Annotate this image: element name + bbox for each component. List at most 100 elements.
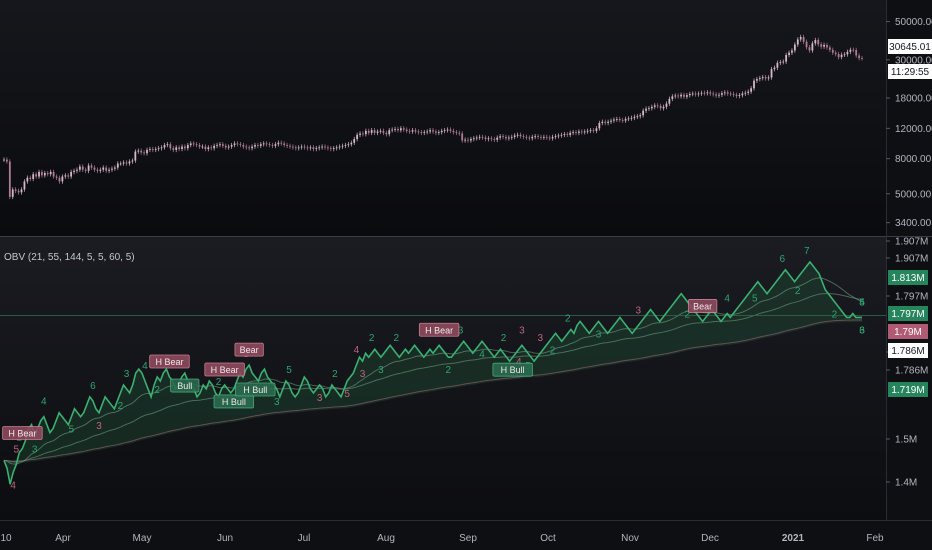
price-axis-pane[interactable] [886,0,932,520]
candle-body [324,146,326,148]
indicator-tick-label: 1.907M [895,237,928,248]
candle-body [382,130,385,133]
candle-body [618,118,621,121]
candle-body [113,167,116,169]
candle-body [548,137,551,139]
wave-label: 2 [795,286,801,297]
candle-body [429,130,431,132]
candle-body [146,149,148,154]
candle-body [55,176,58,178]
wave-label: 2 [118,401,124,412]
candle-body [227,146,230,148]
price-tick-label: 50000.00 [895,17,932,28]
candle-body [613,119,615,121]
candle-body [61,176,64,182]
candle-body [776,62,779,68]
candle-body [493,139,496,140]
price-tick-label: 5000.00 [895,189,932,200]
candle-body [3,159,5,161]
signal-text: Bear [693,301,712,311]
candle-body [630,117,633,119]
badge-box [888,306,928,321]
wave-label: 2 [832,310,838,321]
candle-body [840,54,843,58]
candle-body [388,130,391,135]
candle-body [125,162,128,164]
wave-label: 3 [96,421,102,432]
candle-body [265,143,268,145]
candle-body [315,148,318,150]
candle-body [481,136,484,138]
candle-body [440,130,443,133]
candle-body [437,132,440,133]
price-pane[interactable] [0,0,886,236]
indicator-badges: 1.813M 1.797M 1.79M 1.786M 1.719M [888,270,928,397]
candle-body [846,51,849,55]
candle-body [292,146,294,148]
candle-body [201,146,204,148]
candle-body [537,136,539,138]
candle-body [502,136,504,138]
candle-body [496,137,499,140]
candle-body [604,121,607,123]
wave-label: 6 [859,325,865,336]
candle-body [128,161,131,164]
time-axis-label: Feb [866,533,884,544]
wave-label: 2 [685,310,691,321]
signal-text: Bull [177,381,192,391]
candle-body [332,148,335,150]
candle-body [11,189,14,197]
candle-body [78,166,81,170]
candle-body [677,95,680,97]
candle-body [452,130,455,133]
wave-label: 2 [332,369,338,380]
candle-body [312,147,315,150]
candle-body [157,148,160,150]
candle-body [411,130,414,132]
wave-label: 5 [752,294,758,305]
candle-body [399,128,402,131]
candle-body [213,145,216,149]
candle-body [662,106,665,109]
candle-body [826,44,828,48]
candle-body [779,62,782,63]
candle-body [286,145,288,146]
indicator-title: OBV (21, 55, 144, 5, 5, 60, 5) [4,252,135,263]
candle-body [6,159,8,162]
candle-body [219,144,221,146]
candle-body [102,167,105,170]
bear-signal: H Bear [204,362,245,377]
candle-body [221,144,224,146]
candle-body [706,92,709,94]
bear-signal: Bear [234,342,264,357]
price-tick-label: 18000.00 [895,94,932,105]
candle-body [268,144,271,146]
candle-body [592,130,595,132]
candle-body [119,163,122,165]
candle-body [294,147,297,149]
candle-body [46,173,49,175]
wave-label: 3 [636,305,642,316]
candle-body [160,147,163,149]
candle-body [808,47,811,51]
candle-body [732,93,735,95]
candle-body [41,171,43,176]
candle-body [572,132,574,133]
candle-body [700,92,703,94]
wave-label: 5 [286,365,292,376]
candle-body [674,95,677,97]
candle-body [764,77,767,79]
candle-body [557,135,560,137]
time-axis[interactable]: 10 Apr May Jun Jul Aug Sep Oct Nov Dec 2021 Feb [0,533,884,544]
indicator-pane[interactable] [0,237,886,520]
wave-label: 4 [479,349,485,360]
wave-label: 4 [724,294,730,305]
obv-line [3,260,862,485]
wave-label: 2 [565,313,571,324]
candle-body [580,131,583,133]
wave-label: 3 [537,333,543,344]
candle-body [793,44,796,51]
price-tick-label: 3400.00 [895,218,932,229]
candle-body [852,49,855,51]
